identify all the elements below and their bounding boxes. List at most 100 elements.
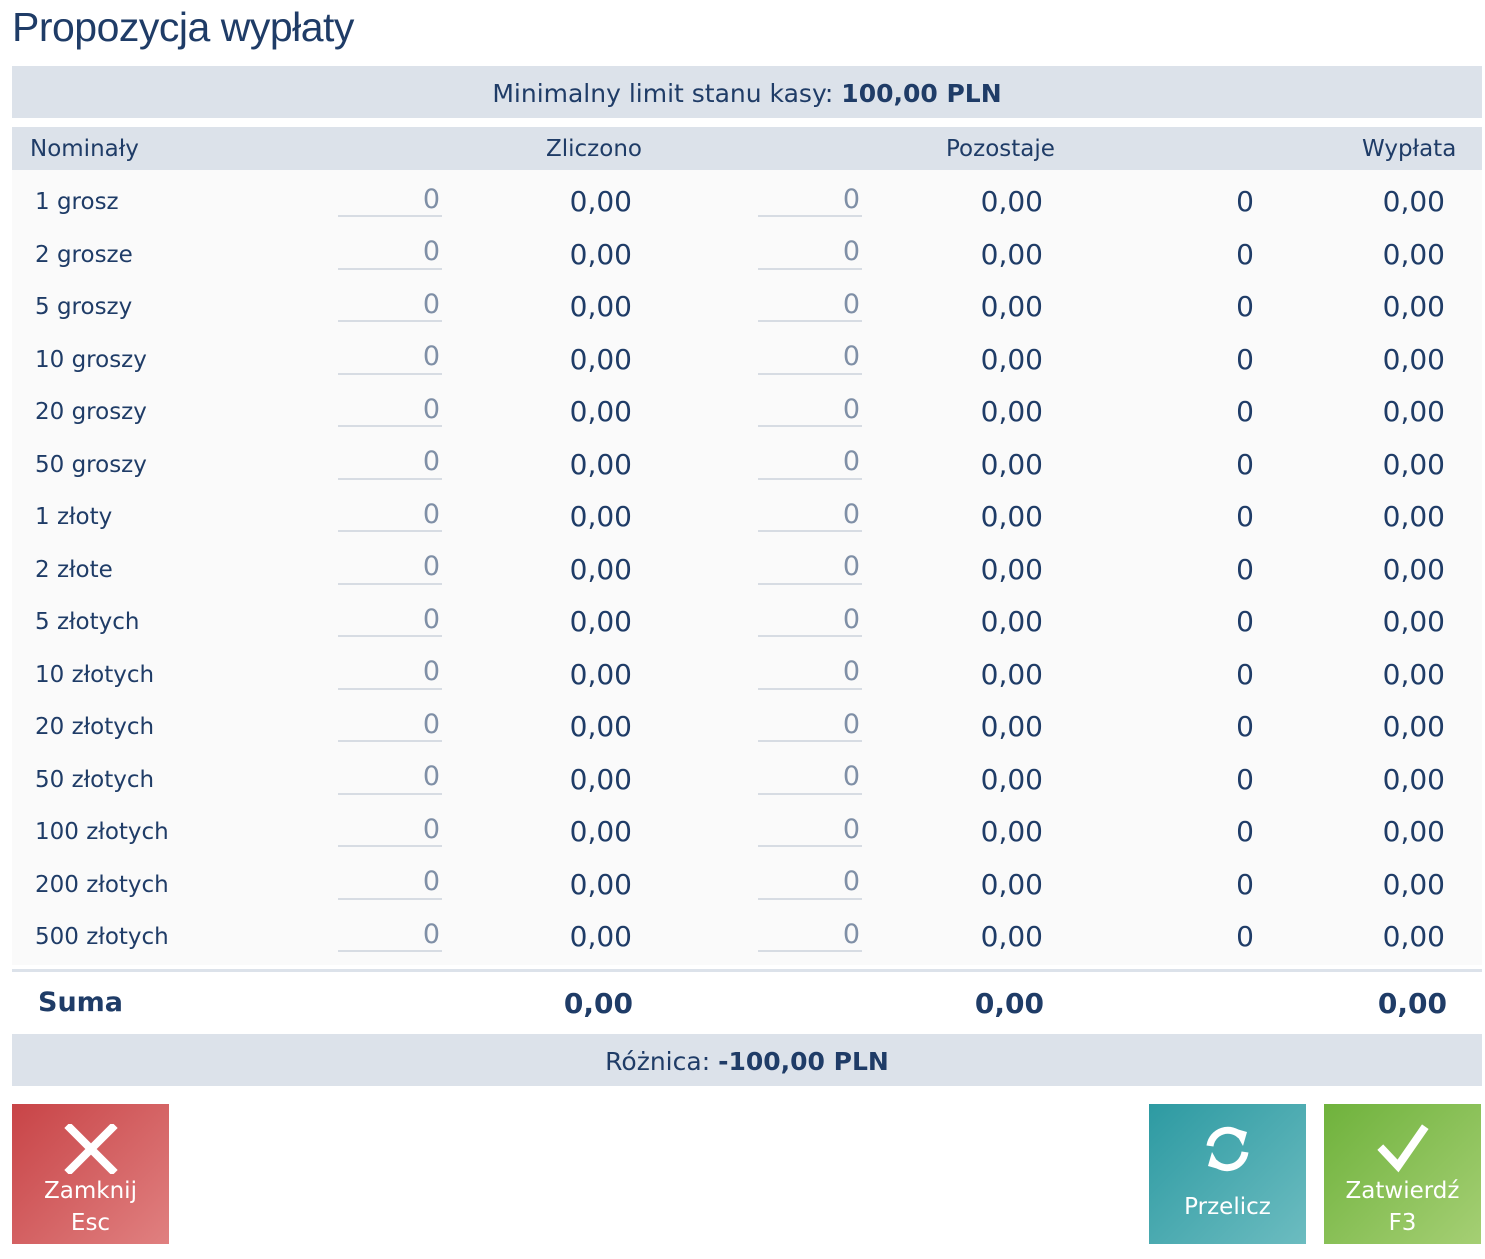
counted-amount: 0,00 xyxy=(569,657,632,691)
denomination-name: 10 groszy xyxy=(35,346,147,373)
payout-amount: 0,00 xyxy=(1382,342,1445,376)
payout-amount: 0,00 xyxy=(1382,605,1445,638)
payout-amount: 0,00 xyxy=(1382,447,1445,481)
payout-quantity: 0 xyxy=(1236,657,1254,691)
table-row: 50 złotych 0,00 0,00 0 0,00 xyxy=(12,753,1482,806)
cash-limit-bar: Minimalny limit stanu kasy: 100,00 PLN xyxy=(12,66,1482,118)
payout-amount: 0,00 xyxy=(1382,290,1445,323)
counted-quantity-input[interactable] xyxy=(338,708,442,742)
remaining-quantity-input[interactable] xyxy=(758,340,862,375)
remaining-quantity-input[interactable] xyxy=(758,603,862,637)
payout-quantity: 0 xyxy=(1236,500,1254,533)
close-icon xyxy=(64,1124,118,1174)
payout-quantity: 0 xyxy=(1236,395,1254,428)
remaining-quantity-input[interactable] xyxy=(758,183,862,217)
counted-quantity-input[interactable] xyxy=(338,340,442,375)
close-button[interactable]: Zamknij Esc xyxy=(12,1104,169,1244)
remaining-quantity-input[interactable] xyxy=(758,655,862,690)
remaining-quantity-input[interactable] xyxy=(758,445,862,480)
counted-quantity-input[interactable] xyxy=(338,235,442,270)
payout-quantity: 0 xyxy=(1236,920,1254,953)
table-row: 2 złote 0,00 0,00 0 0,00 xyxy=(12,543,1482,596)
check-icon xyxy=(1377,1124,1429,1173)
denomination-name: 2 grosze xyxy=(35,241,133,268)
sum-divider xyxy=(12,969,1482,972)
payout-quantity: 0 xyxy=(1236,552,1254,586)
counted-quantity-input[interactable] xyxy=(338,918,442,952)
payout-quantity: 0 xyxy=(1236,762,1254,796)
counted-quantity-input[interactable] xyxy=(338,603,442,637)
payout-quantity: 0 xyxy=(1236,867,1254,901)
payout-quantity: 0 xyxy=(1236,447,1254,481)
confirm-button[interactable]: Zatwierdź F3 xyxy=(1324,1104,1481,1244)
counted-quantity-input[interactable] xyxy=(338,550,442,585)
column-header-wyplata: Wypłata xyxy=(1362,136,1457,162)
counted-amount: 0,00 xyxy=(569,762,632,796)
remaining-quantity-input[interactable] xyxy=(758,498,862,532)
denomination-name: 50 groszy xyxy=(35,451,147,478)
remaining-amount: 0,00 xyxy=(980,920,1043,953)
table-row: 20 groszy 0,00 0,00 0 0,00 xyxy=(12,385,1482,438)
payout-quantity: 0 xyxy=(1236,185,1254,218)
counted-amount: 0,00 xyxy=(569,815,632,848)
remaining-amount: 0,00 xyxy=(980,395,1043,428)
remaining-amount: 0,00 xyxy=(980,290,1043,323)
remaining-quantity-input[interactable] xyxy=(758,393,862,427)
payout-quantity: 0 xyxy=(1236,605,1254,638)
recalculate-button[interactable]: Przelicz xyxy=(1149,1104,1306,1244)
remaining-amount: 0,00 xyxy=(980,500,1043,533)
counted-amount: 0,00 xyxy=(569,290,632,323)
remaining-quantity-input[interactable] xyxy=(758,918,862,952)
payout-amount: 0,00 xyxy=(1382,657,1445,691)
counted-amount: 0,00 xyxy=(569,710,632,743)
denomination-name: 20 groszy xyxy=(35,399,147,425)
remaining-quantity-input[interactable] xyxy=(758,550,862,585)
close-button-label: Zamknij xyxy=(44,1178,137,1204)
table-header: Nominały Zliczono Pozostaje Wypłata xyxy=(12,127,1482,170)
denomination-name: 5 groszy xyxy=(35,294,133,320)
table-row: 100 złotych 0,00 0,00 0 0,00 xyxy=(12,805,1482,858)
table-row: 50 groszy 0,00 0,00 0 0,00 xyxy=(12,438,1482,491)
table-row: 20 złotych 0,00 0,00 0 0,00 xyxy=(12,700,1482,753)
difference-label: Różnica: xyxy=(605,1047,711,1076)
counted-amount: 0,00 xyxy=(569,552,632,586)
counted-quantity-input[interactable] xyxy=(338,498,442,532)
table-row: 1 złoty 0,00 0,00 0 0,00 xyxy=(12,490,1482,543)
counted-quantity-input[interactable] xyxy=(338,445,442,480)
counted-quantity-input[interactable] xyxy=(338,760,442,795)
remaining-quantity-input[interactable] xyxy=(758,288,862,322)
remaining-quantity-input[interactable] xyxy=(758,760,862,795)
denomination-name: 200 złotych xyxy=(35,871,169,898)
counted-amount: 0,00 xyxy=(569,342,632,376)
table-row: 200 złotych 0,00 0,00 0 0,00 xyxy=(12,858,1482,911)
table-row: 10 groszy 0,00 0,00 0 0,00 xyxy=(12,333,1482,386)
counted-quantity-input[interactable] xyxy=(338,288,442,322)
cash-limit-value: 100,00 PLN xyxy=(841,79,1002,108)
remaining-quantity-input[interactable] xyxy=(758,865,862,900)
counted-quantity-input[interactable] xyxy=(338,865,442,900)
counted-amount: 0,00 xyxy=(569,395,632,428)
remaining-quantity-input[interactable] xyxy=(758,235,862,270)
payout-amount: 0,00 xyxy=(1382,920,1445,953)
remaining-quantity-input[interactable] xyxy=(758,708,862,742)
denomination-name: 500 złotych xyxy=(35,924,169,950)
remaining-amount: 0,00 xyxy=(980,657,1043,691)
denomination-name: 20 złotych xyxy=(35,714,155,740)
table-row: 500 złotych 0,00 0,00 0 0,00 xyxy=(12,910,1482,963)
payout-amount: 0,00 xyxy=(1382,395,1445,428)
remaining-amount: 0,00 xyxy=(980,447,1043,481)
table-row: 2 grosze 0,00 0,00 0 0,00 xyxy=(12,228,1482,281)
payout-quantity: 0 xyxy=(1236,342,1254,376)
denomination-table: 1 grosz 0,00 0,00 0 0,00 2 grosze 0,00 0,00 0 0,0… xyxy=(12,170,1482,965)
remaining-amount: 0,00 xyxy=(980,867,1043,901)
remaining-amount: 0,00 xyxy=(980,552,1043,586)
counted-quantity-input[interactable] xyxy=(338,655,442,690)
counted-amount: 0,00 xyxy=(569,500,632,533)
difference-value: -100,00 PLN xyxy=(718,1047,889,1076)
remaining-quantity-input[interactable] xyxy=(758,813,862,847)
denomination-name: 1 złoty xyxy=(35,504,113,530)
counted-quantity-input[interactable] xyxy=(338,183,442,217)
counted-quantity-input[interactable] xyxy=(338,393,442,427)
counted-quantity-input[interactable] xyxy=(338,813,442,847)
remaining-amount: 0,00 xyxy=(980,237,1043,271)
